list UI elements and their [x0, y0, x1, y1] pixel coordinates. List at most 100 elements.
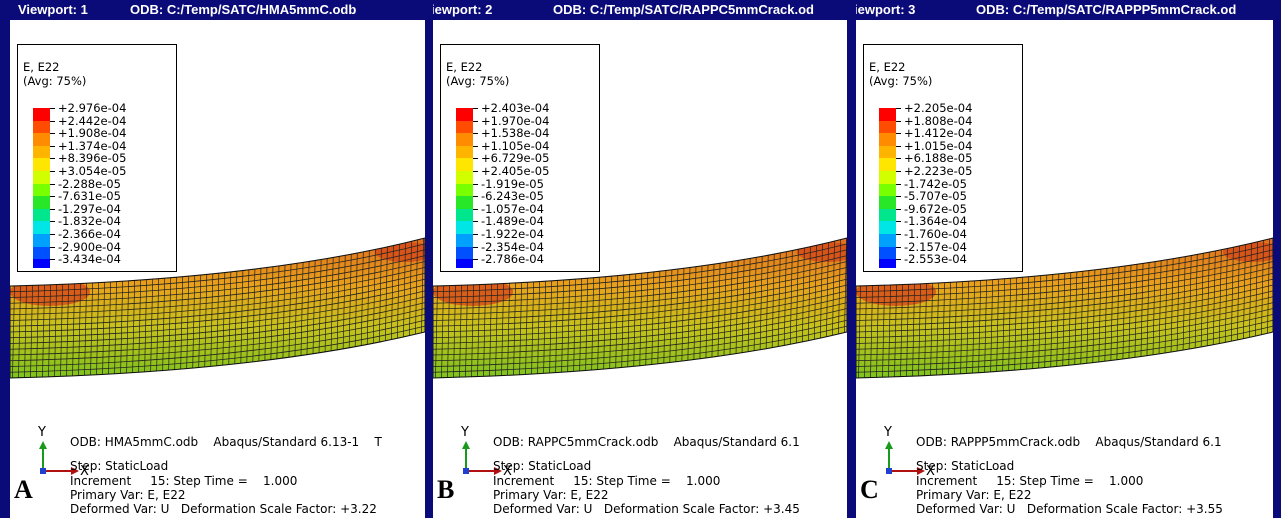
viewport: E, E22(Avg: 75%)+2.403e-04+1.970e-04+1.5…: [433, 20, 847, 518]
legend-tick: [473, 196, 478, 197]
legend-tick: [473, 234, 478, 235]
legend-swatch: [33, 146, 50, 159]
info-line: Deformed Var: U Deformation Scale Factor…: [493, 503, 800, 516]
legend-tick: [50, 259, 55, 260]
info-line: Increment 15: Step Time = 1.000: [493, 475, 720, 488]
info-line: Primary Var: E, E22: [493, 489, 608, 502]
legend-variable: E, E22: [869, 61, 905, 74]
legend-swatch: [879, 234, 896, 247]
legend-tick: [50, 158, 55, 159]
legend-swatch: [33, 158, 50, 171]
viewport-name: Viewport: 1: [18, 0, 88, 20]
info-line: Step: StaticLoad: [916, 460, 1014, 473]
legend-swatch: [456, 234, 473, 247]
info-line: ODB: RAPPP5mmCrack.odb Abaqus/Standard 6…: [916, 436, 1222, 449]
triad-y: Y: [38, 426, 46, 439]
legend-swatch: [879, 146, 896, 159]
legend-tick: [50, 184, 55, 185]
axis-z: [463, 468, 469, 474]
triad-y: Y: [461, 426, 469, 439]
legend-swatch: [33, 171, 50, 184]
axis-z: [886, 468, 892, 474]
legend-swatch: [33, 221, 50, 234]
info-line: Deformed Var: U Deformation Scale Factor…: [70, 503, 377, 516]
info-line: ODB: HMA5mmC.odb Abaqus/Standard 6.13-1 …: [70, 436, 382, 449]
legend-swatch: [33, 209, 50, 222]
legend-swatch: [33, 234, 50, 247]
panel-letter: A: [14, 475, 33, 505]
legend-tick: [473, 108, 478, 109]
arrow: [885, 441, 893, 449]
legend-swatch: [456, 158, 473, 171]
legend-value: -2.786e-04: [481, 253, 544, 266]
legend: E, E22(Avg: 75%)+2.403e-04+1.970e-04+1.5…: [440, 44, 600, 272]
legend-swatch: [456, 209, 473, 222]
info-line: Increment 15: Step Time = 1.000: [70, 475, 297, 488]
legend-tick: [473, 133, 478, 134]
legend-tick: [473, 209, 478, 210]
info-line: Deformed Var: U Deformation Scale Factor…: [916, 503, 1223, 516]
legend-tick: [50, 121, 55, 122]
legend-tick: [473, 221, 478, 222]
info-line: Increment 15: Step Time = 1.000: [916, 475, 1143, 488]
legend-swatch: [33, 247, 50, 260]
info-line: ODB: RAPPC5mmCrack.odb Abaqus/Standard 6…: [493, 436, 800, 449]
legend-tick: [896, 171, 901, 172]
legend-swatch: [456, 133, 473, 146]
legend-tick: [50, 146, 55, 147]
legend-swatch: [33, 108, 50, 121]
legend-tick: [896, 247, 901, 248]
legend-value: -3.434e-04: [58, 253, 121, 266]
legend-swatch: [879, 221, 896, 234]
legend-swatch: [879, 259, 896, 268]
screenshot: Viewport: 1 ODB: C:/Temp/SATC/HMA5mmC.odb…: [0, 0, 1281, 518]
legend-swatch: [879, 247, 896, 260]
legend-tick: [896, 133, 901, 134]
legend-tick: [473, 171, 478, 172]
panel-letter: B: [437, 475, 454, 505]
legend-swatch: [456, 146, 473, 159]
legend-swatch: [456, 108, 473, 121]
legend-swatch: [33, 121, 50, 134]
legend-swatch: [456, 121, 473, 134]
legend-tick: [50, 133, 55, 134]
viewport: E, E22(Avg: 75%)+2.976e-04+2.442e-04+1.9…: [10, 20, 425, 518]
info-line: Step: StaticLoad: [493, 460, 591, 473]
legend-variable: E, E22: [23, 61, 59, 74]
info-line: Step: StaticLoad: [70, 460, 168, 473]
odb-path: ODB: C:/Temp/SATC/HMA5mmC.odb: [130, 0, 356, 20]
viewport-name: iewport: 2: [433, 0, 492, 20]
legend-swatch: [456, 171, 473, 184]
legend-swatch: [33, 196, 50, 209]
title-bar: iewport: 3 ODB: C:/Temp/SATC/RAPPP5mmCrac…: [856, 0, 1273, 20]
title-bar: iewport: 2ODB: C:/Temp/SATC/RAPPC5mmCrac…: [433, 0, 847, 20]
legend-swatch: [879, 121, 896, 134]
legend: E, E22(Avg: 75%)+2.205e-04+1.808e-04+1.4…: [863, 44, 1023, 272]
legend-swatch: [456, 247, 473, 260]
legend-tick: [50, 108, 55, 109]
info-line: Primary Var: E, E22: [916, 489, 1031, 502]
legend-tick: [50, 221, 55, 222]
legend-tick: [896, 234, 901, 235]
legend-tick: [50, 234, 55, 235]
legend-swatch: [879, 158, 896, 171]
legend-swatch: [879, 184, 896, 197]
legend-swatch: [456, 196, 473, 209]
title-bar: Viewport: 1 ODB: C:/Temp/SATC/HMA5mmC.odb: [10, 0, 425, 20]
legend-swatch: [33, 184, 50, 197]
legend-swatch: [879, 133, 896, 146]
legend-tick: [473, 158, 478, 159]
panel-letter: C: [860, 475, 879, 505]
legend-swatch: [33, 259, 50, 268]
legend-averaging: (Avg: 75%): [23, 75, 86, 88]
legend-swatch: [456, 259, 473, 268]
legend-tick: [896, 221, 901, 222]
legend-swatch: [879, 196, 896, 209]
viewport: E, E22(Avg: 75%)+2.205e-04+1.808e-04+1.4…: [856, 20, 1273, 518]
viewport-name: iewport: 3: [856, 0, 915, 20]
legend-tick: [473, 146, 478, 147]
legend-tick: [473, 247, 478, 248]
legend-tick: [473, 259, 478, 260]
odb-path: ODB: C:/Temp/SATC/RAPPP5mmCrack.od: [976, 0, 1236, 20]
axis-z: [40, 468, 46, 474]
